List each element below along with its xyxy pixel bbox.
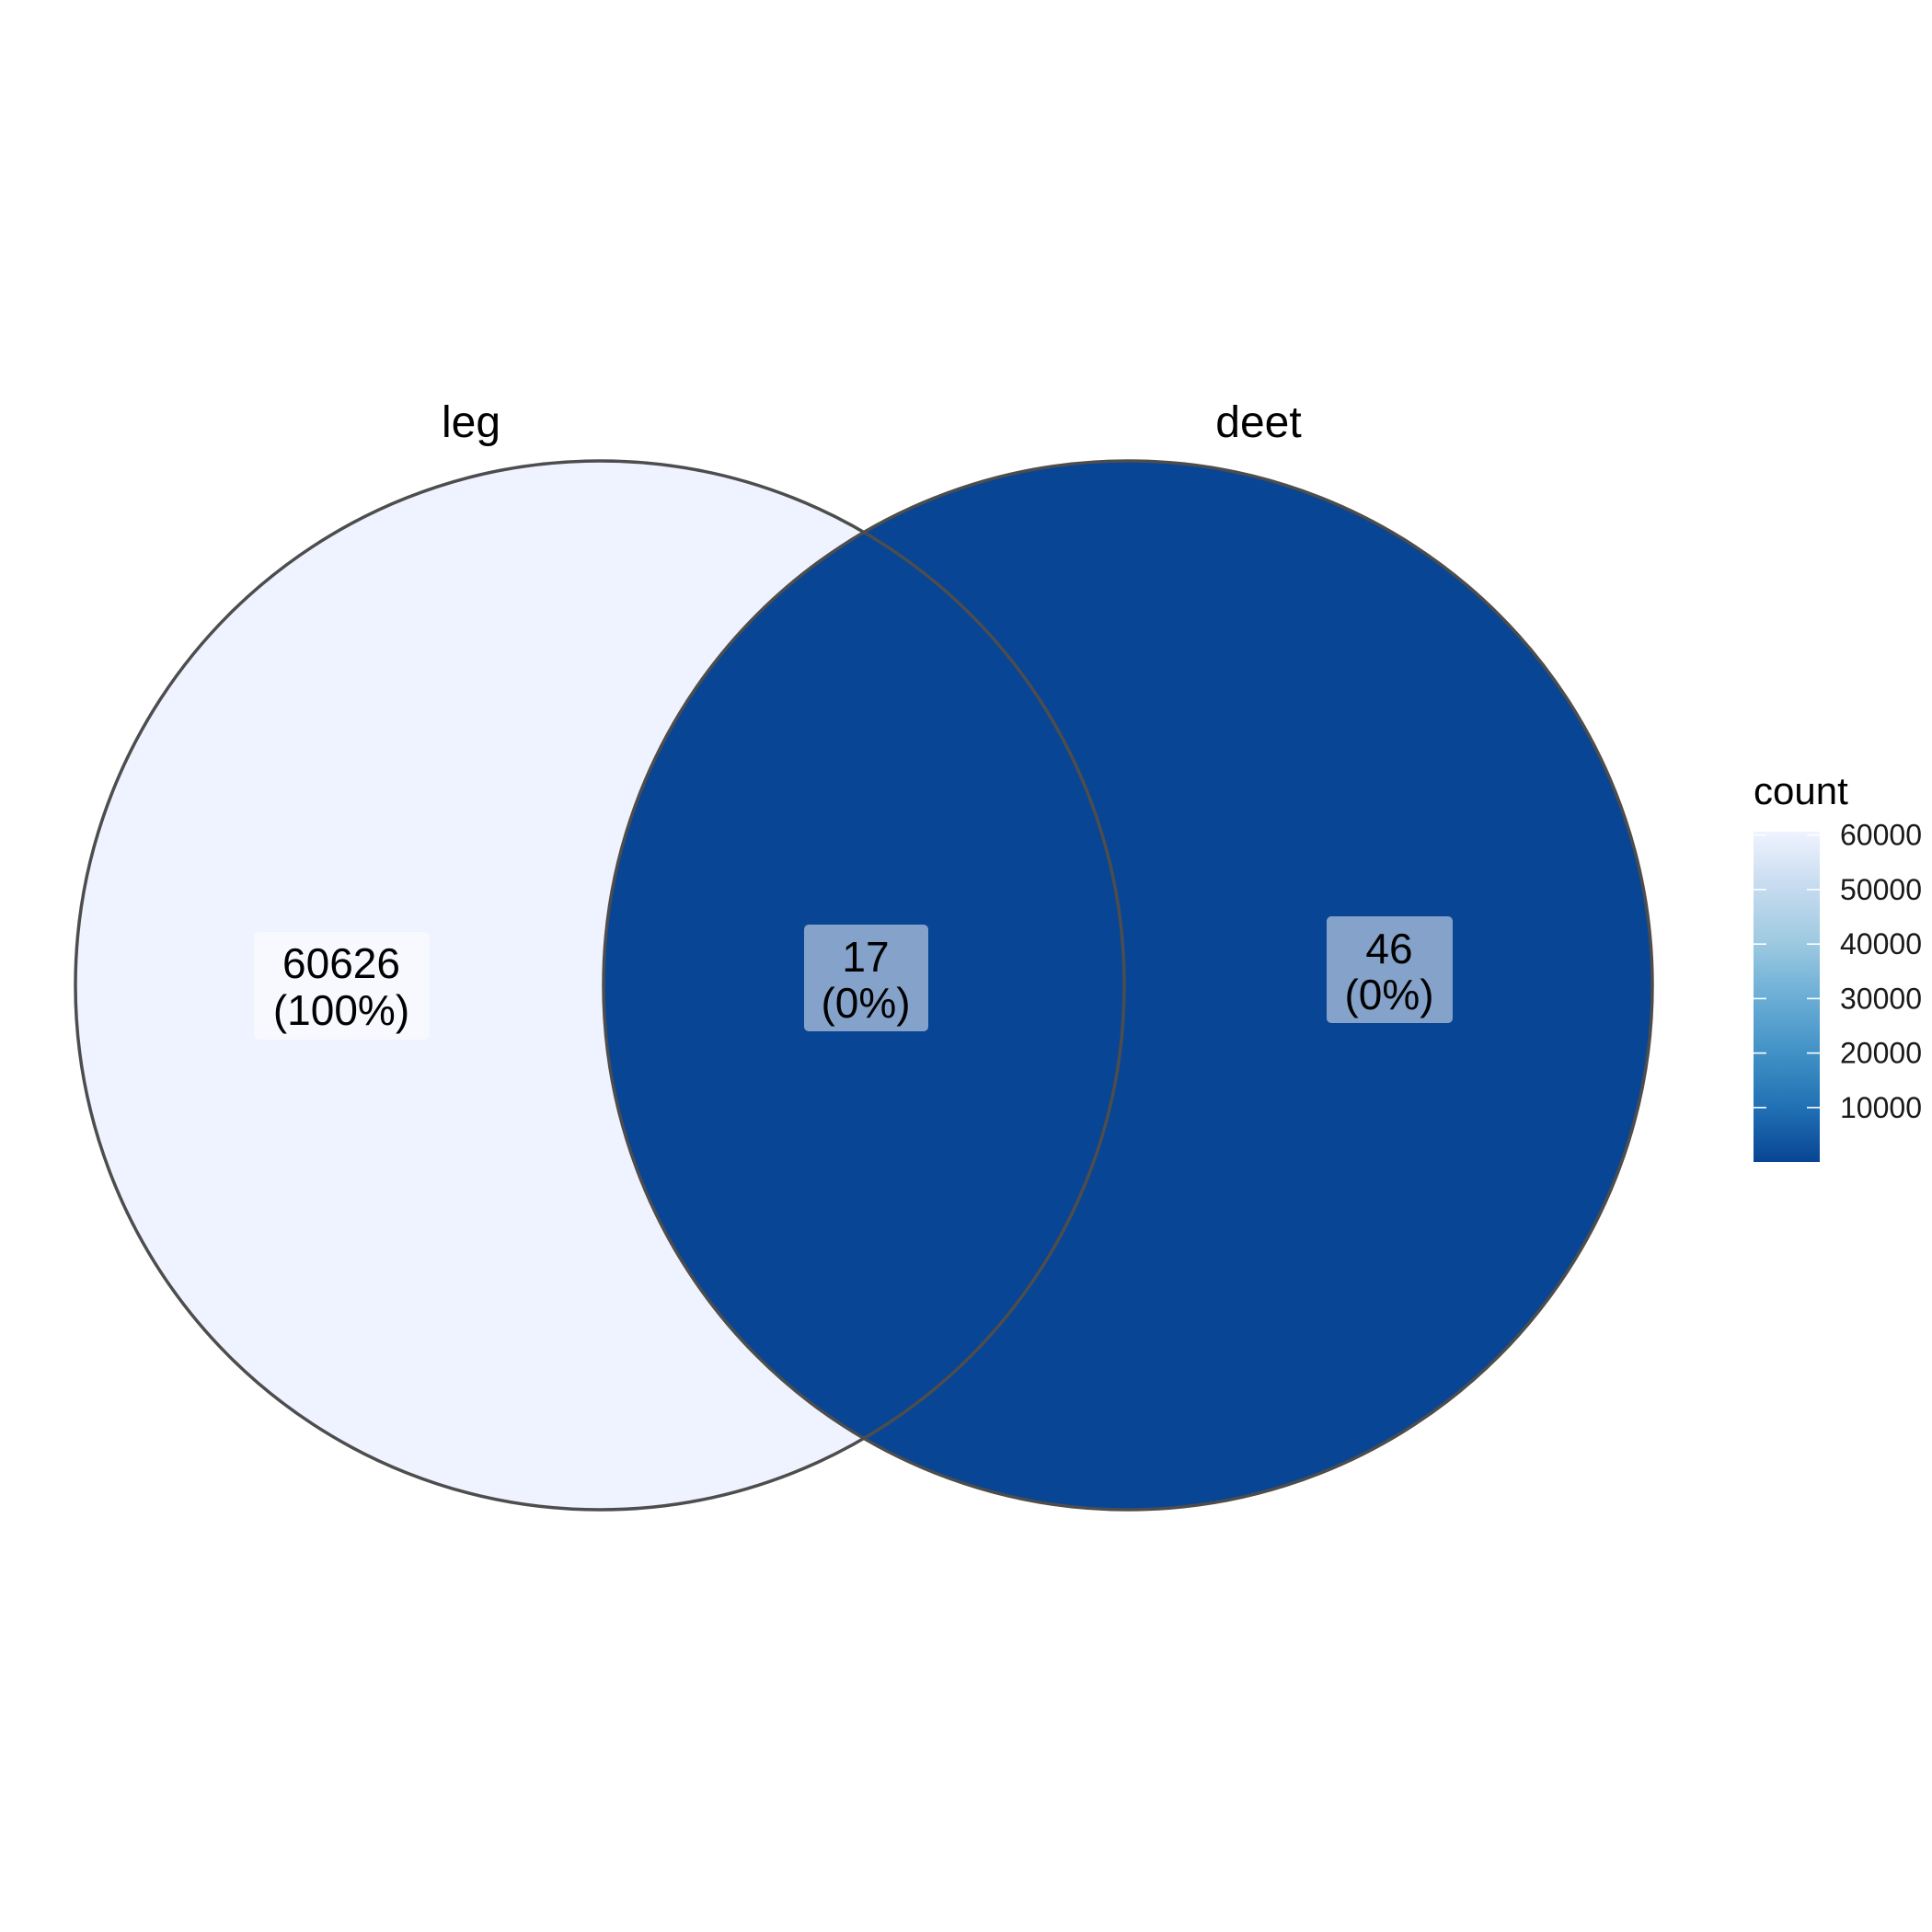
- region-count: 17: [842, 933, 889, 981]
- legend-colorbar: [1754, 832, 1820, 1162]
- region-percent: (0%): [821, 979, 910, 1027]
- region-label-leg-only: 60626 (100%): [254, 932, 430, 1040]
- region-label-box: [804, 925, 928, 1031]
- legend-tick-label: 10000: [1840, 1091, 1922, 1124]
- region-label-deet-only: 46 (0%): [1327, 916, 1453, 1023]
- legend-ticks: 10000 20000 30000 40000 50000 60000: [1754, 819, 1922, 1124]
- legend-title: count: [1754, 769, 1848, 812]
- region-label-box: [254, 932, 430, 1040]
- region-percent: (100%): [273, 986, 409, 1034]
- set-leg-outline: [74, 459, 1126, 1512]
- legend-tick-label: 40000: [1840, 927, 1922, 960]
- region-label-box: [1327, 916, 1453, 1023]
- intersection-fill: [604, 461, 1124, 1510]
- legend-tick-label: 30000: [1840, 982, 1922, 1015]
- set-label-deet: deet: [1215, 398, 1301, 447]
- set-label-leg: leg: [442, 398, 500, 447]
- region-count: 60626: [282, 939, 400, 987]
- legend-tick-label: 50000: [1840, 873, 1922, 906]
- legend-tick-label: 20000: [1840, 1037, 1922, 1070]
- region-percent: (0%): [1344, 971, 1433, 1018]
- region-count: 46: [1365, 925, 1412, 972]
- region-label-intersection: 17 (0%): [804, 925, 928, 1031]
- legend-tick-label: 60000: [1840, 819, 1922, 852]
- legend: count 10000 20000 30000 40000 50000 60000: [1754, 769, 1922, 1162]
- set-deet-outline: [602, 459, 1654, 1512]
